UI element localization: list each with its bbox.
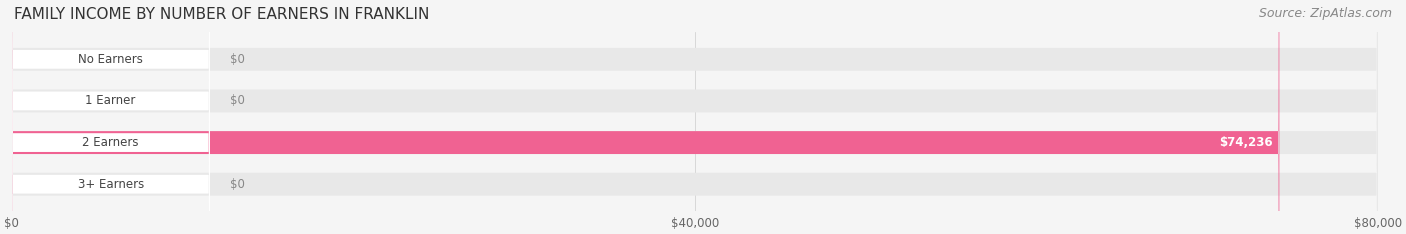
Text: Source: ZipAtlas.com: Source: ZipAtlas.com: [1258, 7, 1392, 20]
FancyBboxPatch shape: [11, 0, 1378, 234]
FancyBboxPatch shape: [11, 0, 209, 234]
Text: $0: $0: [231, 178, 245, 191]
FancyBboxPatch shape: [11, 0, 1279, 234]
Text: $0: $0: [231, 53, 245, 66]
Text: 1 Earner: 1 Earner: [86, 95, 136, 107]
Text: 2 Earners: 2 Earners: [83, 136, 139, 149]
Text: $74,236: $74,236: [1219, 136, 1272, 149]
Text: FAMILY INCOME BY NUMBER OF EARNERS IN FRANKLIN: FAMILY INCOME BY NUMBER OF EARNERS IN FR…: [14, 7, 429, 22]
FancyBboxPatch shape: [11, 0, 209, 234]
Text: $0: $0: [231, 95, 245, 107]
FancyBboxPatch shape: [11, 0, 1378, 234]
Text: 3+ Earners: 3+ Earners: [77, 178, 143, 191]
FancyBboxPatch shape: [11, 0, 1378, 234]
Text: No Earners: No Earners: [79, 53, 143, 66]
FancyBboxPatch shape: [11, 0, 209, 234]
FancyBboxPatch shape: [11, 0, 1378, 234]
FancyBboxPatch shape: [11, 0, 209, 234]
